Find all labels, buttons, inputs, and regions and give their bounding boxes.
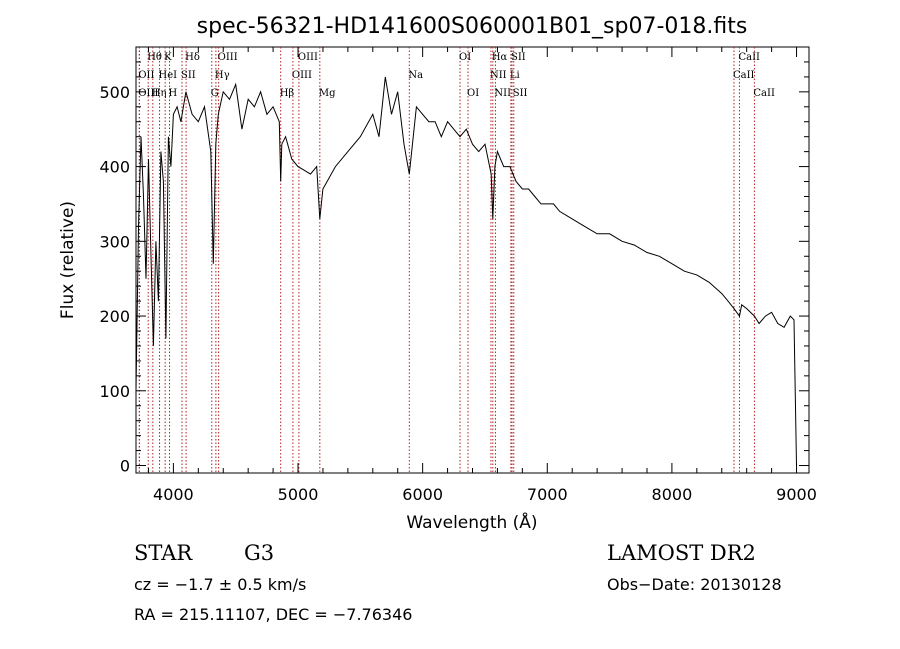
x-tick-label-4: 8000 bbox=[652, 485, 693, 504]
chart-title: spec-56321-HD141600S060001B01_sp07-018.f… bbox=[197, 14, 748, 39]
y-tick-label-0: 0 bbox=[120, 457, 130, 476]
line-marker-label-2: OIII bbox=[138, 88, 158, 99]
x-tick-label-0: 4000 bbox=[153, 485, 194, 504]
line-marker-label-22: SII bbox=[511, 52, 526, 63]
y-tick-label-5: 500 bbox=[99, 83, 130, 102]
plot-frame bbox=[135, 46, 810, 474]
line-marker-label-9: OIII bbox=[218, 52, 238, 63]
line-marker-label-5: HeI bbox=[159, 70, 178, 81]
coordinates: RA = 215.11107, DEC = −7.76346 bbox=[134, 605, 412, 624]
x-axis-label: Wavelength (Å) bbox=[406, 511, 537, 533]
line-marker-label-20: NII bbox=[490, 70, 507, 81]
y-tick-label-2: 200 bbox=[99, 307, 130, 326]
x-tick-label-3: 7000 bbox=[527, 485, 568, 504]
line-marker-label-11: G bbox=[211, 88, 219, 99]
line-marker-label-27: CaII bbox=[753, 88, 775, 99]
line-marker-label-10: Hγ bbox=[215, 70, 230, 81]
line-marker-label-23: Li bbox=[510, 70, 520, 81]
line-marker-label-3: Hη bbox=[152, 88, 167, 99]
line-marker-label-14: OIII bbox=[292, 70, 312, 81]
line-marker-label-12: Hβ bbox=[280, 88, 295, 99]
line-marker-label-16: Na bbox=[408, 70, 423, 81]
line-marker-label-6: H bbox=[169, 88, 178, 99]
y-tick-label-1: 100 bbox=[99, 382, 130, 401]
redshift-info: cz = −1.7 ± 0.5 km/s bbox=[134, 575, 306, 594]
line-marker-label-0: Hθ bbox=[147, 52, 162, 63]
line-marker-label-17: OI bbox=[459, 52, 471, 63]
line-marker-label-24: SII bbox=[513, 88, 528, 99]
observation-date: Obs−Date: 20130128 bbox=[607, 575, 782, 594]
line-markers bbox=[138, 47, 755, 473]
x-axis-ticks: 4000 5000 6000 7000 8000 9000 bbox=[147, 47, 817, 504]
line-marker-label-26: CaII bbox=[733, 70, 755, 81]
line-marker-label-1: OII bbox=[138, 70, 154, 81]
line-marker-label-7: SII bbox=[181, 70, 196, 81]
x-tick-label-5: 9000 bbox=[776, 485, 817, 504]
survey-name: LAMOST DR2 bbox=[607, 541, 756, 565]
y-tick-label-3: 300 bbox=[99, 232, 130, 251]
object-type: STAR bbox=[134, 541, 193, 565]
line-marker-label-25: CaII bbox=[738, 52, 760, 63]
line-marker-label-13: OIII bbox=[298, 52, 318, 63]
y-tick-label-4: 400 bbox=[99, 158, 130, 177]
line-marker-label-18: OI bbox=[467, 88, 479, 99]
line-marker-label-4: K bbox=[164, 52, 172, 63]
spectrum-line bbox=[135, 76, 797, 466]
x-tick-label-2: 6000 bbox=[402, 485, 443, 504]
line-marker-label-15: Mg bbox=[319, 88, 336, 99]
line-marker-label-8: Hδ bbox=[185, 52, 200, 63]
x-tick-label-1: 5000 bbox=[278, 485, 319, 504]
line-marker-label-19: Hα bbox=[492, 52, 508, 63]
spectral-class: G3 bbox=[244, 541, 274, 565]
y-axis-label: Flux (relative) bbox=[58, 201, 78, 319]
line-marker-label-21: NII bbox=[494, 88, 511, 99]
y-axis-ticks: 0 100 200 300 400 500 bbox=[99, 61, 809, 476]
